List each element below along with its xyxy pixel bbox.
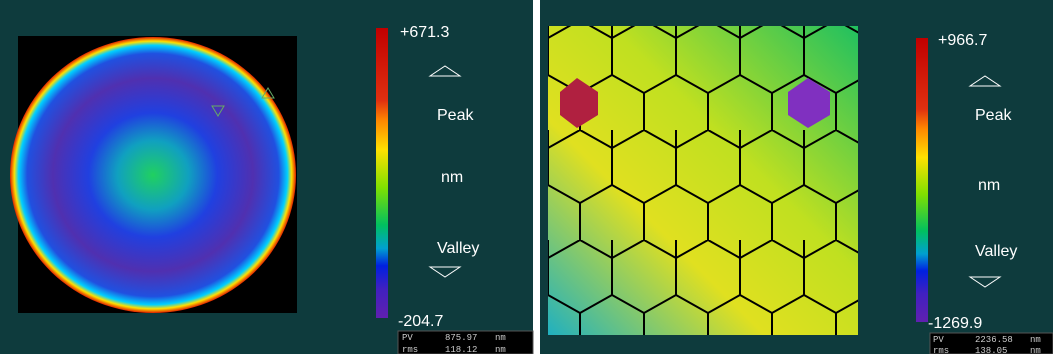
peak-arrow bbox=[968, 75, 1002, 87]
stat-label: rms bbox=[402, 345, 418, 354]
stat-unit: nm bbox=[495, 333, 506, 343]
stat-value: 118.12 bbox=[445, 345, 477, 354]
peak-label: Peak bbox=[437, 107, 474, 124]
stat-label: PV bbox=[933, 335, 944, 345]
surface-map bbox=[10, 37, 296, 313]
unit-label: nm bbox=[978, 177, 1000, 194]
segment-grid bbox=[548, 26, 858, 335]
max-label: +966.7 bbox=[938, 32, 987, 49]
valley-arrow bbox=[428, 266, 462, 278]
valley-label: Valley bbox=[975, 243, 1017, 260]
stat-value: 138.05 bbox=[975, 346, 1007, 354]
valley-arrow bbox=[968, 276, 1002, 288]
min-label: -204.7 bbox=[398, 313, 443, 330]
stat-label: rms bbox=[933, 346, 949, 354]
stats-box bbox=[929, 332, 1053, 354]
peak-label: Peak bbox=[975, 107, 1012, 124]
min-label: -1269.9 bbox=[928, 315, 982, 332]
stats-box bbox=[397, 330, 534, 354]
stat-unit: nm bbox=[1030, 346, 1041, 354]
colorbar bbox=[916, 38, 928, 322]
stat-unit: nm bbox=[1030, 335, 1041, 345]
marker bbox=[211, 87, 275, 117]
peak-arrow bbox=[428, 65, 462, 77]
stat-label: PV bbox=[402, 333, 413, 343]
stat-value: 2236.58 bbox=[975, 335, 1013, 345]
stat-unit: nm bbox=[495, 345, 506, 354]
stat-value: 875.97 bbox=[445, 333, 477, 343]
valley-label: Valley bbox=[437, 240, 479, 257]
colorbar bbox=[376, 28, 388, 318]
unit-label: nm bbox=[441, 169, 463, 186]
segment bbox=[788, 78, 830, 128]
max-label: +671.3 bbox=[400, 24, 449, 41]
segment bbox=[560, 78, 598, 128]
